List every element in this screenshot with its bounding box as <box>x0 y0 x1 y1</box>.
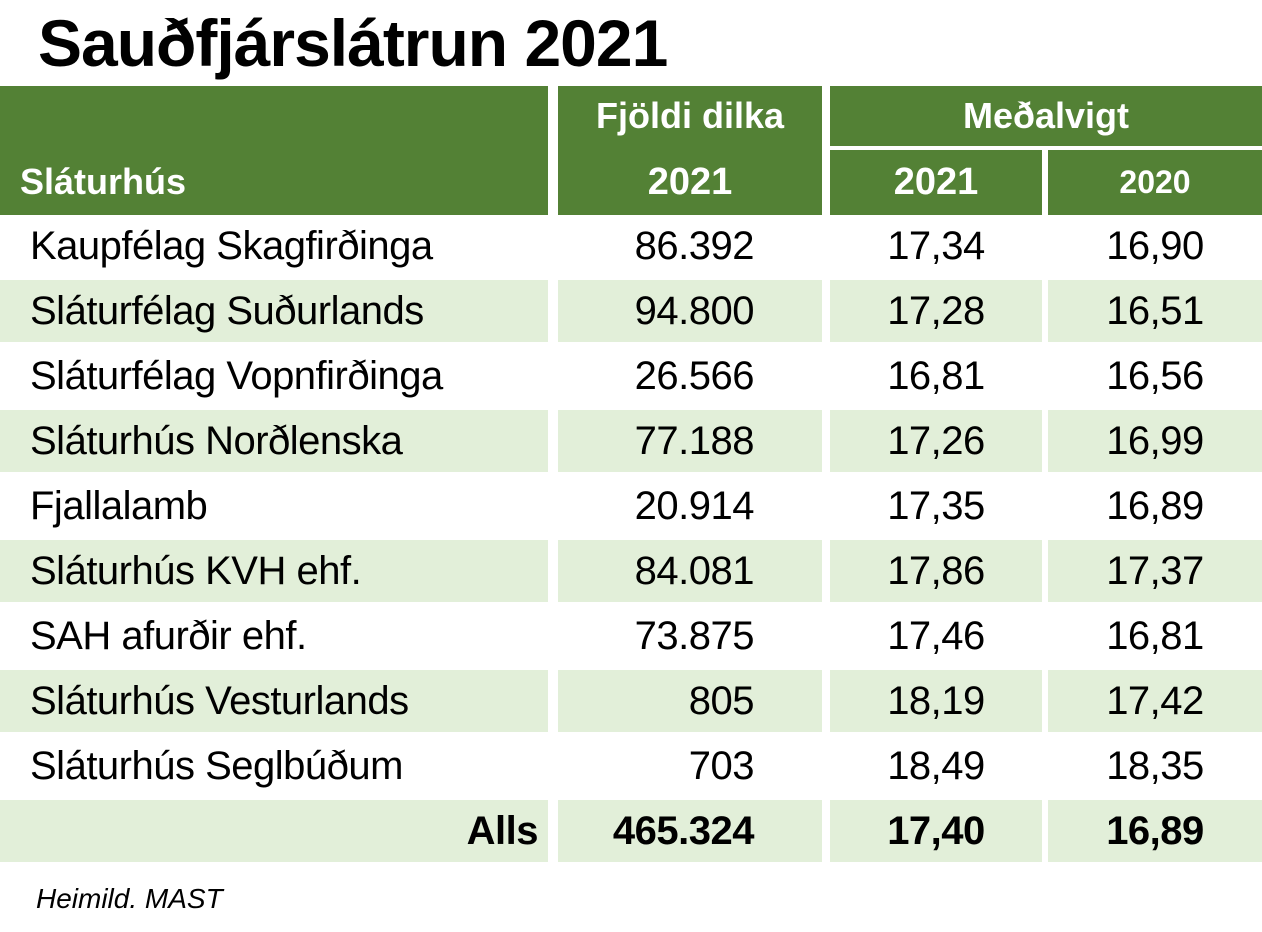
cell-weight-2021: 17,86 <box>830 540 1042 602</box>
cell-weight-2020: 16,56 <box>1048 345 1262 407</box>
cell-dilka-count: 94.800 <box>558 280 822 342</box>
cell-dilka-count: 26.566 <box>558 345 822 407</box>
cell-weight-2021: 17,34 <box>830 215 1042 277</box>
table-row: Kaupfélag Skagfirðinga 86.392 17,34 16,9… <box>0 215 1262 277</box>
cell-weight-2020: 16,90 <box>1048 215 1262 277</box>
cell-weight-2020: 16,89 <box>1048 475 1262 537</box>
cell-dilka-count: 73.875 <box>558 605 822 667</box>
header-fjoldi-dilka-year: 2021 <box>647 161 733 203</box>
cell-weight-2021: 16,81 <box>830 345 1042 407</box>
table-row: Sláturfélag Suðurlands 94.800 17,28 16,5… <box>0 280 1262 342</box>
table-row: Sláturhús Norðlenska 77.188 17,26 16,99 <box>0 410 1262 472</box>
table-total-row: Alls 465.324 17,40 16,89 <box>0 800 1262 862</box>
cell-weight-2021: 17,46 <box>830 605 1042 667</box>
cell-dilka-count: 86.392 <box>558 215 822 277</box>
table-row: Sláturfélag Vopnfirðinga 26.566 16,81 16… <box>0 345 1262 407</box>
cell-slaughterhouse: Sláturhús Norðlenska <box>0 410 548 472</box>
cell-slaughterhouse: Alls <box>0 800 548 862</box>
cell-weight-2021: 18,19 <box>830 670 1042 732</box>
header-medalvigt-2020: 2020 <box>1048 150 1262 215</box>
cell-slaughterhouse: Fjallalamb <box>0 475 548 537</box>
cell-weight-2020: 17,37 <box>1048 540 1262 602</box>
cell-weight-2020: 16,51 <box>1048 280 1262 342</box>
table-row: Fjallalamb 20.914 17,35 16,89 <box>0 475 1262 537</box>
table-row: Sláturhús KVH ehf. 84.081 17,86 17,37 <box>0 540 1262 602</box>
cell-dilka-count: 77.188 <box>558 410 822 472</box>
cell-slaughterhouse: SAH afurðir ehf. <box>0 605 548 667</box>
cell-weight-2021: 17,40 <box>830 800 1042 862</box>
table-body: Kaupfélag Skagfirðinga 86.392 17,34 16,9… <box>0 215 1262 862</box>
cell-weight-2020: 16,99 <box>1048 410 1262 472</box>
cell-dilka-count: 84.081 <box>558 540 822 602</box>
cell-weight-2020: 17,42 <box>1048 670 1262 732</box>
header-slaturhus: Sláturhús <box>0 86 548 215</box>
cell-weight-2021: 17,28 <box>830 280 1042 342</box>
cell-weight-2021: 17,26 <box>830 410 1042 472</box>
header-fjoldi-dilka: Fjöldi dilka 2021 <box>558 86 822 215</box>
header-medalvigt-group: Meðalvigt <box>830 86 1262 146</box>
cell-slaughterhouse: Sláturhús KVH ehf. <box>0 540 548 602</box>
table-header: Sláturhús Fjöldi dilka 2021 Meðalvigt 20… <box>0 86 1262 215</box>
cell-slaughterhouse: Sláturfélag Suðurlands <box>0 280 548 342</box>
table-row: Sláturhús Vesturlands 805 18,19 17,42 <box>0 670 1262 732</box>
cell-weight-2020: 16,89 <box>1048 800 1262 862</box>
cell-slaughterhouse: Sláturfélag Vopnfirðinga <box>0 345 548 407</box>
table-row: Sláturhús Seglbúðum 703 18,49 18,35 <box>0 735 1262 797</box>
cell-dilka-count: 20.914 <box>558 475 822 537</box>
slaughter-table: Sláturhús Fjöldi dilka 2021 Meðalvigt 20… <box>0 86 1262 862</box>
header-fjoldi-dilka-label: Fjöldi dilka <box>595 95 784 136</box>
cell-slaughterhouse: Sláturhús Seglbúðum <box>0 735 548 797</box>
table-row: SAH afurðir ehf. 73.875 17,46 16,81 <box>0 605 1262 667</box>
header-medalvigt-2021: 2021 <box>830 150 1042 215</box>
source-note: Heimild. MAST <box>36 883 223 914</box>
cell-weight-2021: 18,49 <box>830 735 1042 797</box>
cell-dilka-count: 805 <box>558 670 822 732</box>
cell-slaughterhouse: Sláturhús Vesturlands <box>0 670 548 732</box>
page-title: Sauðfjárslátrun 2021 <box>38 6 668 80</box>
cell-weight-2020: 18,35 <box>1048 735 1262 797</box>
cell-weight-2020: 16,81 <box>1048 605 1262 667</box>
cell-weight-2021: 17,35 <box>830 475 1042 537</box>
cell-slaughterhouse: Kaupfélag Skagfirðinga <box>0 215 548 277</box>
cell-dilka-count: 465.324 <box>558 800 822 862</box>
cell-dilka-count: 703 <box>558 735 822 797</box>
